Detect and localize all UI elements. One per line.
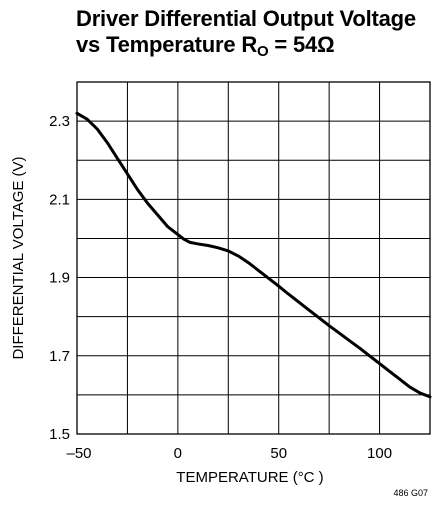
y-tick-label: 2.1 — [49, 191, 70, 208]
x-tick-label: 50 — [270, 445, 287, 462]
plot-frame — [76, 81, 431, 435]
chart-title-line2-suffix: = 54Ω — [268, 32, 335, 57]
y-tick-label: 1.5 — [49, 426, 70, 443]
series-points — [77, 113, 430, 397]
x-tick-label: –50 — [66, 445, 91, 462]
y-axis-label: DIFFERENTIAL VOLTAGE (V) — [10, 156, 27, 359]
figure-id: 486 G07 — [393, 488, 428, 498]
x-tick-label: 100 — [367, 445, 392, 462]
y-tick-label: 1.7 — [49, 348, 70, 365]
chart-title-line1: Driver Differential Output Voltage — [76, 6, 416, 31]
x-axis-label: TEMPERATURE (°C ) — [176, 469, 323, 486]
chart-title-line2-prefix: vs Temperature R — [76, 32, 258, 57]
y-tick-label: 2.3 — [49, 113, 70, 130]
y-tick-labels: 1.5 1.7 1.9 2.1 2.3 — [49, 113, 70, 443]
y-tick-label: 1.9 — [49, 270, 70, 287]
x-tick-labels: –50 0 50 100 — [66, 445, 392, 462]
grid — [76, 81, 431, 435]
chart-title: Driver Differential Output Voltage vs Te… — [76, 6, 426, 60]
chart-title-line2: vs Temperature RO = 54Ω — [76, 32, 426, 60]
x-tick-label: 0 — [174, 445, 182, 462]
series-line — [75, 111, 432, 399]
chart-title-subscript: O — [257, 43, 269, 60]
